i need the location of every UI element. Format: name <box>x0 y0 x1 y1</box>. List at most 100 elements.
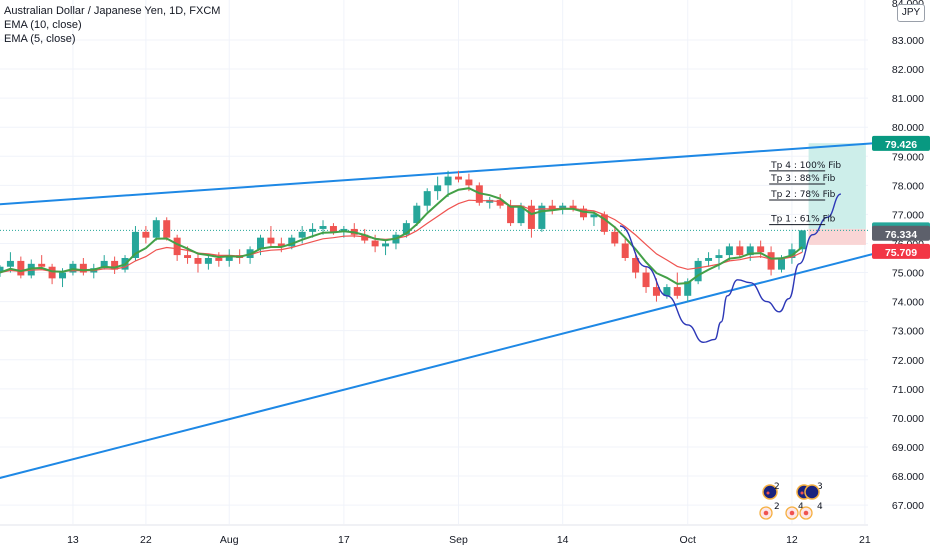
candle-body <box>0 266 4 273</box>
ema5-line <box>0 187 803 285</box>
candle-body <box>225 255 233 261</box>
target-label[interactable]: Tp 3 : 88% Fib <box>770 174 835 184</box>
price-label[interactable]: 75.709 <box>885 247 917 259</box>
trendline[interactable] <box>0 140 897 206</box>
candle-body <box>423 191 431 206</box>
x-tick-label: Oct <box>680 534 696 546</box>
candle-body <box>298 231 306 238</box>
candle-body <box>684 281 692 296</box>
candle-body <box>79 263 87 273</box>
price-label-bg <box>872 225 930 241</box>
target-label[interactable]: Tp 4 : 100% Fib <box>770 161 841 171</box>
projection-curve[interactable] <box>619 193 842 344</box>
ema5-legend[interactable]: EMA (5, close) <box>4 33 76 45</box>
candle-body <box>798 230 806 250</box>
candle-body <box>413 205 421 224</box>
candle-body <box>100 260 108 269</box>
candles <box>0 170 806 302</box>
y-tick-label: 83.000 <box>892 35 924 47</box>
price-label[interactable]: 76.334 <box>885 229 917 241</box>
y-tick-label: 81.000 <box>892 93 924 105</box>
price-label-bg <box>872 135 930 151</box>
target-label[interactable]: Tp 1 : 61% Fib <box>770 215 835 225</box>
candle-body <box>454 176 462 180</box>
candle-body <box>111 260 119 270</box>
candle-body <box>507 205 515 224</box>
event-count: 4 <box>817 502 823 512</box>
candle-body <box>527 205 535 229</box>
candle-body <box>663 287 671 296</box>
candle-body <box>309 228 317 232</box>
trendlines[interactable] <box>0 140 897 484</box>
projection-path[interactable] <box>619 193 842 344</box>
x-tick-label: 17 <box>338 534 350 546</box>
y-tick-label: 82.000 <box>892 64 924 76</box>
candle-body <box>757 246 765 253</box>
price-label[interactable]: 79.426 <box>885 139 917 151</box>
event-dot-icon <box>763 510 769 516</box>
candle-body <box>496 199 504 206</box>
currency-button[interactable]: JPY <box>897 4 925 22</box>
position-zones <box>0 143 868 245</box>
candle-body <box>736 246 744 256</box>
price-label-bg <box>872 243 930 259</box>
x-tick-label: 12 <box>786 534 798 546</box>
candle-body <box>152 220 160 238</box>
candle-body <box>632 258 640 273</box>
x-tick-label: 14 <box>557 534 569 546</box>
candle-body <box>778 258 785 270</box>
trendline[interactable] <box>0 249 886 484</box>
candle-body <box>131 231 139 259</box>
y-tick-label: 80.000 <box>892 122 924 134</box>
profit-zone <box>808 143 866 229</box>
candle-body <box>257 237 264 250</box>
candle-body <box>59 272 67 279</box>
ema10-line <box>0 199 803 274</box>
candle-body <box>204 258 212 264</box>
candle-body <box>17 260 25 276</box>
y-tick-label: 75.000 <box>892 268 924 280</box>
ema10-legend[interactable]: EMA (10, close) <box>4 19 82 31</box>
candle-body <box>673 287 681 296</box>
flag-au-icon[interactable] <box>804 484 820 500</box>
candle-body <box>486 199 494 203</box>
time-axis[interactable]: 13 22 Aug 17 Sep 14 Oct 12 21 <box>0 524 871 546</box>
candle-body <box>559 205 567 209</box>
x-tick-label: 22 <box>140 534 152 546</box>
candle-body <box>6 260 14 267</box>
candle-body <box>163 220 171 238</box>
chart-legend: Australian Dollar / Japanese Yen, 1D, FX… <box>4 4 220 46</box>
candle-body <box>569 205 577 209</box>
candle-body <box>267 237 275 244</box>
candle-body <box>444 176 452 186</box>
symbol-title[interactable]: Australian Dollar / Japanese Yen, 1D, FX… <box>4 5 221 17</box>
candle-body <box>788 249 796 259</box>
flag-au-icon[interactable] <box>762 484 778 500</box>
y-tick-label: 74.000 <box>892 297 924 309</box>
candle-body <box>142 231 150 238</box>
event-markers[interactable]: 2 2 4 3 4 <box>759 482 823 520</box>
candle-body <box>184 255 192 259</box>
event-count: 2 <box>774 502 780 512</box>
candle-body <box>725 246 733 256</box>
candle-body <box>319 226 327 229</box>
y-tick-label: 77.000 <box>892 209 924 221</box>
target-label[interactable]: Tp 2 : 78% Fib <box>770 190 835 200</box>
candle-body <box>600 214 608 232</box>
candle-body <box>194 258 202 264</box>
fib-targets[interactable]: Tp 1 : 61% Fib Tp 2 : 78% Fib Tp 3 : 88% F… <box>769 161 841 226</box>
candle-body <box>402 223 410 235</box>
x-tick-label: 13 <box>67 534 79 546</box>
candle-body <box>705 258 713 261</box>
candle-body <box>652 287 660 296</box>
y-tick-label: 68.000 <box>892 471 924 483</box>
event-dot-icon <box>803 510 809 516</box>
candle-body <box>580 208 588 218</box>
candle-body <box>48 266 56 279</box>
price-axis[interactable]: 67.000 68.000 69.000 70.000 71.000 72.000 73.0… <box>872 0 930 512</box>
y-tick-label: 67.000 <box>892 500 924 512</box>
event-count: 2 <box>774 482 780 492</box>
candle-body <box>611 231 619 244</box>
candle-body <box>746 246 754 256</box>
